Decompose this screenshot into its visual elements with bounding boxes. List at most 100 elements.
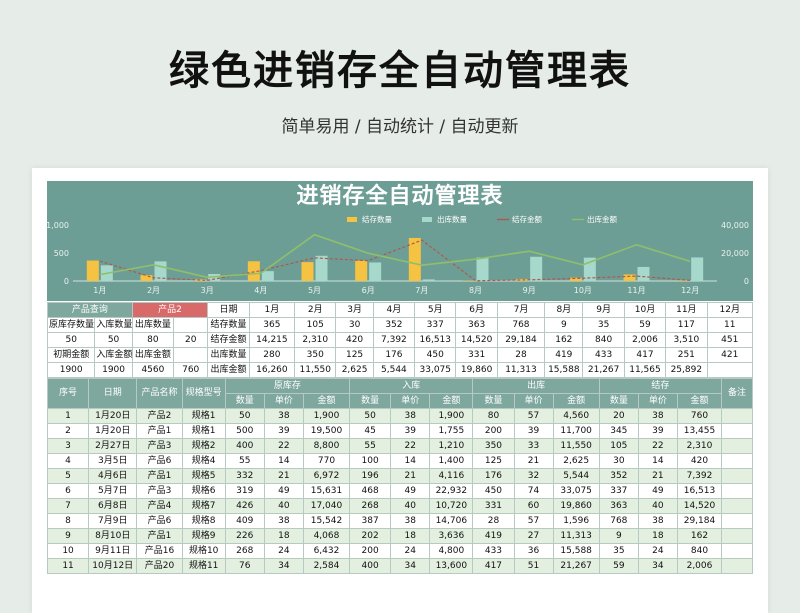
table-cell: 11,550 <box>552 438 600 454</box>
summary-value: 30 <box>335 317 374 333</box>
summary-value: 350 <box>294 347 337 363</box>
summary-value: 280 <box>248 347 296 363</box>
x-axis-tick: 12月 <box>681 286 699 295</box>
table-cell <box>721 543 753 559</box>
product-select[interactable]: 产品2 <box>131 302 209 318</box>
table-cell: 8,800 <box>302 438 351 454</box>
summary-value: 2,006 <box>623 332 667 348</box>
table-cell: 770 <box>302 453 351 469</box>
table-cell: 27 <box>513 528 554 544</box>
table-cell: 24 <box>263 543 304 559</box>
table-cell <box>721 513 753 529</box>
table-cell: 55 <box>224 453 265 469</box>
bar-out-qty <box>261 271 274 281</box>
table-cell: 34 <box>263 558 304 574</box>
table-cell: 433 <box>472 543 515 559</box>
right-axis-tick: 20,000 <box>721 249 749 258</box>
table-cell: 21 <box>390 468 431 484</box>
table-cell: 105 <box>598 438 639 454</box>
table-cell <box>721 408 753 424</box>
table-cell: 417 <box>472 558 515 574</box>
detail-header-row: 序号 日期 产品名称 规格型号 原库存 入库 出库 结存 备注 <box>46 378 753 409</box>
table-cell: 409 <box>224 513 265 529</box>
table-cell: 200 <box>472 423 515 439</box>
x-axis-tick: 11月 <box>627 286 645 295</box>
table-cell: 规格5 <box>181 468 226 484</box>
summary-value: 251 <box>665 347 708 363</box>
table-cell: 57 <box>513 513 554 529</box>
month-header: 7月 <box>496 302 546 318</box>
table-cell: 17,040 <box>302 498 351 514</box>
summary-cell: 760 <box>173 362 209 378</box>
summary-row-label: 出库金额 <box>207 362 250 378</box>
table-cell: 14,520 <box>676 498 723 514</box>
left-axis-tick: 1,000 <box>47 221 69 230</box>
table-cell: 202 <box>349 528 392 544</box>
table-cell: 19,500 <box>302 423 351 439</box>
bar-out-qty <box>530 256 543 281</box>
x-axis-tick: 3月 <box>201 286 214 295</box>
table-cell: 21 <box>637 468 678 484</box>
table-cell: 24 <box>637 543 678 559</box>
table-cell: 100 <box>349 453 392 469</box>
month-header: 5月 <box>414 302 457 318</box>
table-cell: 2,625 <box>552 453 600 469</box>
bar-stock-qty <box>247 261 260 281</box>
table-cell: 268 <box>349 498 392 514</box>
summary-value: 59 <box>623 317 667 333</box>
summary-cell: 原库存数量 <box>46 317 96 333</box>
table-cell: 30 <box>598 453 639 469</box>
column-subheader: 数量 <box>224 393 265 409</box>
bar-stock-qty <box>355 260 368 281</box>
summary-row: 1900 1900 4560 760 出库金额 16,260 11,550 2,625 5,54… <box>46 362 753 378</box>
table-cell: 22 <box>390 438 431 454</box>
column-subheader: 数量 <box>598 393 639 409</box>
summary-value: 21,267 <box>582 362 625 378</box>
table-cell: 21,267 <box>552 558 600 574</box>
table-cell: 55 <box>349 438 392 454</box>
table-cell: 196 <box>349 468 392 484</box>
summary-value: 11 <box>706 317 753 333</box>
summary-cell: 50 <box>94 332 133 348</box>
column-header: 规格型号 <box>181 378 226 409</box>
table-cell: 15,542 <box>302 513 351 529</box>
table-cell: 34 <box>637 558 678 574</box>
table-cell: 28 <box>472 513 515 529</box>
table-cell: 6 <box>46 483 90 499</box>
table-cell: 500 <box>224 423 265 439</box>
table-cell: 35 <box>598 543 639 559</box>
table-cell: 34 <box>390 558 431 574</box>
column-header: 日期 <box>88 378 138 409</box>
column-subheader: 金额 <box>552 393 600 409</box>
legend-label: 结存数量 <box>362 214 392 224</box>
table-cell: 规格1 <box>181 423 226 439</box>
table-cell: 38 <box>390 408 431 424</box>
summary-cell: 20 <box>173 332 209 348</box>
summary-value: 420 <box>335 332 374 348</box>
bar-stock-qty <box>301 262 314 281</box>
table-cell: 24 <box>390 543 431 559</box>
table-cell: 400 <box>224 438 265 454</box>
table-cell: 规格1 <box>181 408 226 424</box>
table-cell: 产品3 <box>136 438 183 454</box>
table-cell: 760 <box>676 408 723 424</box>
summary-cell <box>173 317 209 333</box>
summary-value: 29,184 <box>496 332 546 348</box>
summary-value <box>706 362 753 378</box>
table-cell: 345 <box>598 423 639 439</box>
column-subheader: 金额 <box>429 393 474 409</box>
month-header: 10月 <box>623 302 667 318</box>
x-axis-tick: 5月 <box>308 286 321 295</box>
table-cell: 33 <box>513 438 554 454</box>
table-cell: 49 <box>263 483 304 499</box>
summary-value: 352 <box>372 317 416 333</box>
bar-out-qty <box>315 255 328 281</box>
table-row: 4 3月5日 产品6 规格4 55 14 770 100 14 1,400 125 21 2,625 30… <box>46 453 753 469</box>
table-cell: 规格2 <box>181 438 226 454</box>
table-cell: 14,706 <box>429 513 474 529</box>
table-cell: 规格11 <box>181 558 226 574</box>
table-cell: 319 <box>224 483 265 499</box>
table-cell: 8 <box>46 513 90 529</box>
table-cell: 2,006 <box>676 558 723 574</box>
month-header: 11月 <box>665 302 708 318</box>
